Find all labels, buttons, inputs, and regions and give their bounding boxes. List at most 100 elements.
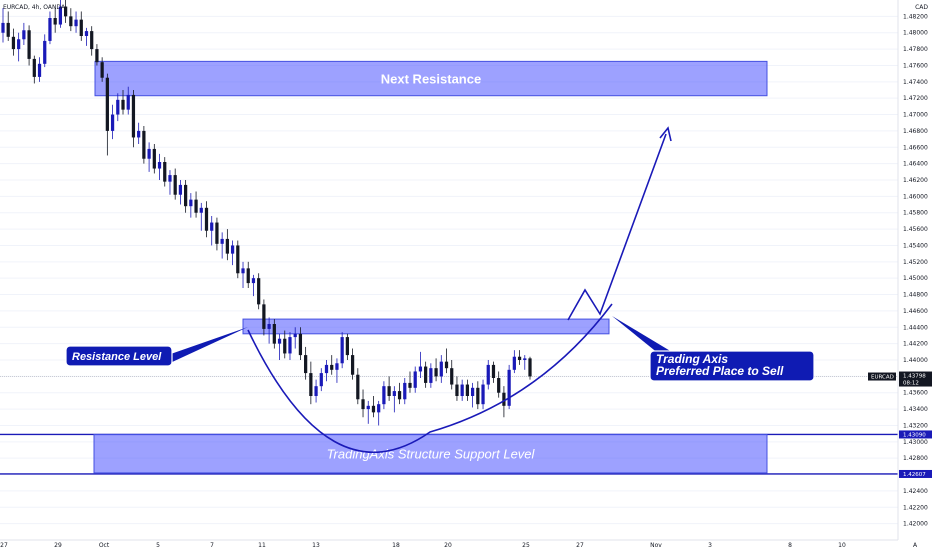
y-tick-label: 1.48000 [903, 30, 928, 37]
candle-body [304, 355, 308, 374]
candle-body [298, 333, 303, 356]
zones: Next Resistance TradingAxis Structure Sup… [93, 60, 768, 474]
candle-body [84, 31, 89, 36]
candle-body [230, 245, 235, 254]
x-tick-label: 27 [0, 542, 8, 549]
candle-body [152, 148, 156, 169]
candle-body [204, 207, 209, 231]
y-tick-label: 1.44200 [903, 341, 928, 348]
candle-body [413, 371, 417, 388]
candle-body [95, 49, 99, 63]
candle-body [225, 238, 229, 254]
candle-body [131, 94, 136, 138]
price-axis-bg [898, 0, 932, 540]
grid [0, 15, 898, 525]
candle-body [356, 374, 360, 400]
candle-body [194, 199, 198, 213]
y-tick-label: 1.48200 [903, 13, 928, 20]
candle-body [121, 99, 125, 110]
time-axis[interactable]: 27 29 Oct 5 7 11 13 18 20 25 27 Nov 3 8 10 A [0, 539, 918, 549]
candle-body [324, 364, 329, 374]
chart-title: EURCAD, 4h, OANDA [3, 4, 66, 11]
candle-body [523, 358, 527, 360]
candle-body [434, 368, 438, 377]
candle-body [58, 6, 63, 25]
candle-body [424, 366, 428, 383]
candle-body [309, 373, 313, 396]
callout-connector-left [165, 327, 248, 363]
x-tick-label: 7 [210, 542, 214, 549]
candle-body [184, 184, 188, 207]
y-tick-label: 1.43000 [903, 439, 928, 446]
x-tick-label: 20 [444, 542, 452, 549]
y-tick-label: 1.44800 [903, 292, 928, 299]
candle-body [79, 19, 83, 36]
candle-body [90, 31, 94, 50]
candle-body [178, 184, 183, 195]
candle-body [100, 62, 104, 78]
candle-body [236, 245, 240, 274]
x-tick-label: 27 [576, 542, 584, 549]
zone-label: Next Resistance [381, 72, 481, 87]
axis-corner-label[interactable]: A [913, 542, 918, 549]
candle-body [74, 19, 78, 27]
candle-body [27, 30, 31, 59]
candle-body [387, 386, 391, 396]
candle-body [246, 268, 250, 284]
candle-body [470, 387, 475, 396]
candle-body [272, 324, 276, 344]
candle-body [361, 399, 365, 410]
y-tick-label: 1.47000 [903, 112, 928, 119]
candle-body [465, 384, 470, 396]
countdown-label: 08:12 [903, 381, 919, 387]
x-tick-label: 3 [708, 542, 712, 549]
zone-label: TradingAxis Structure Support Level [327, 447, 536, 462]
candle-body [241, 268, 245, 274]
candle-body [455, 384, 459, 396]
candle-body [444, 361, 449, 369]
zone-box [94, 60, 768, 97]
candle-body [392, 391, 396, 396]
candle-body [262, 304, 266, 329]
candle-body [17, 39, 21, 50]
candle-body [517, 356, 522, 360]
y-tick-label: 1.46800 [903, 128, 928, 135]
y-tick-label: 1.47600 [903, 62, 928, 69]
price-axis[interactable]: CAD 1.48200 1.48000 1.47800 1.47600 1.47400 1.… [868, 0, 932, 540]
y-tick-label: 1.45800 [903, 210, 928, 217]
x-tick-label: 18 [392, 542, 400, 549]
candle-body [157, 162, 162, 169]
y-tick-label: 1.45200 [903, 259, 928, 266]
y-tick-label: 1.44400 [903, 324, 928, 331]
candle-body [32, 58, 36, 77]
candle-body [403, 382, 407, 400]
candle-body [53, 18, 57, 25]
candle-body [215, 222, 219, 244]
candle-body [1, 22, 5, 33]
candle-body [340, 337, 344, 364]
candle-body [163, 162, 167, 182]
candle-body [497, 378, 501, 393]
y-tick-label: 1.46000 [903, 193, 928, 200]
candle-body [418, 366, 423, 372]
candle-body [429, 368, 433, 383]
candle-body [69, 16, 73, 27]
candle-body [450, 368, 454, 385]
candle-body [408, 382, 412, 388]
candle-body [507, 369, 511, 406]
candle-body [371, 405, 376, 413]
x-tick-label: 25 [522, 542, 530, 549]
candle-body [476, 387, 480, 405]
callout-label: Trading Axis [656, 352, 728, 366]
candle-body [314, 386, 318, 396]
candle-body [512, 356, 516, 370]
zone-box [93, 433, 768, 474]
candle-body [37, 63, 42, 77]
x-tick-label: Oct [99, 542, 110, 549]
arrow-head-icon [659, 126, 672, 142]
candle-body [335, 363, 339, 370]
candles [1, 0, 532, 426]
candle-body [439, 361, 443, 377]
